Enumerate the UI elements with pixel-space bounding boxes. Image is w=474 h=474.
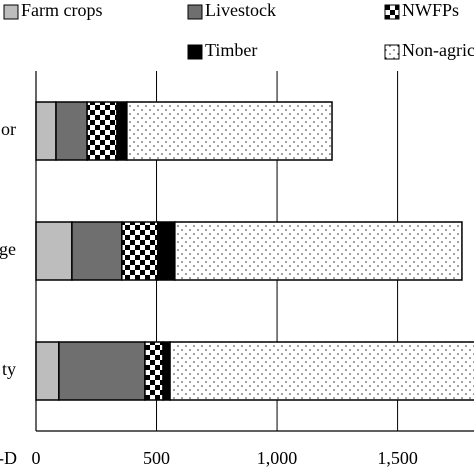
x-tick-label: 1,500 xyxy=(377,448,418,468)
bar-segment xyxy=(121,221,159,281)
legend-swatch xyxy=(384,4,400,20)
bar-segment xyxy=(58,341,146,401)
bar-segment xyxy=(174,221,463,281)
bar-segment xyxy=(156,221,176,281)
annotation: -D xyxy=(0,448,17,468)
legend-swatch xyxy=(187,4,203,20)
legend-swatch xyxy=(3,4,19,20)
bar-segment xyxy=(71,221,123,281)
y-tick-label: ge xyxy=(0,239,16,259)
legend-label: Livestock xyxy=(205,0,276,20)
legend-swatch xyxy=(187,44,203,60)
x-tick-label: 0 xyxy=(32,448,41,468)
bar-segment xyxy=(86,101,118,161)
legend-label: Farm crops xyxy=(21,0,102,20)
legend-swatch xyxy=(384,44,400,60)
legend-label: Non-agriculture xyxy=(402,40,474,60)
x-tick-label: 1,000 xyxy=(257,448,298,468)
bar-segment xyxy=(169,341,474,401)
bar-segment xyxy=(144,341,164,401)
bar-segment xyxy=(162,341,171,401)
bar-segment xyxy=(35,341,60,401)
bar-segment xyxy=(55,101,88,161)
legend-label: NWFPs xyxy=(402,0,459,20)
bar-segment xyxy=(126,101,333,161)
x-tick-label: 500 xyxy=(143,448,170,468)
bar-segment xyxy=(35,101,57,161)
y-tick-label: or xyxy=(1,119,16,139)
legend-label: Timber xyxy=(205,40,257,60)
y-tick-label: ty xyxy=(2,359,16,379)
bar-segment xyxy=(116,101,128,161)
bar-segment xyxy=(35,221,73,281)
